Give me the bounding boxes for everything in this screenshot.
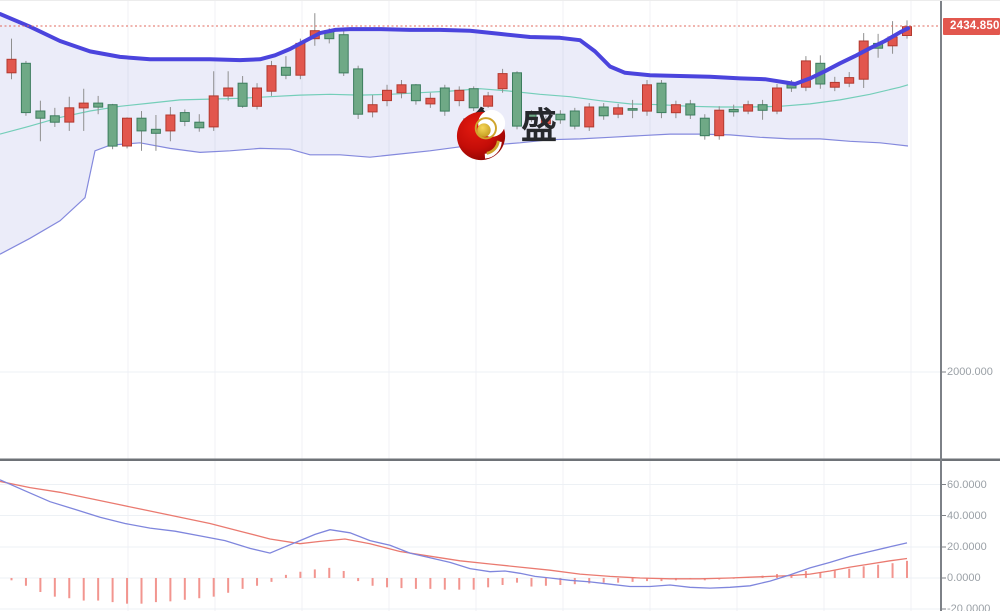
candlesticks [6,13,912,151]
price-axis-label-2000: 2000.000 [947,365,993,378]
bollinger-upper-line [0,12,910,86]
indicator-axis-label-40: 40.0000 [947,509,987,522]
indicator-axis-label-60: 60.0000 [947,478,987,491]
axis-ticks [941,371,946,610]
panel-separator [0,458,1000,461]
price-axis-line [940,1,942,611]
bollinger-band [0,14,909,255]
indicator-axis-label-20: 20.0000 [947,540,987,553]
indicator-axis-label-0: 0.0000 [947,571,981,584]
current-price-badge: 2434.850 [943,17,1000,35]
indicator-axis-label-neg20: -20.0000 [947,603,991,611]
oscillator [0,479,908,604]
